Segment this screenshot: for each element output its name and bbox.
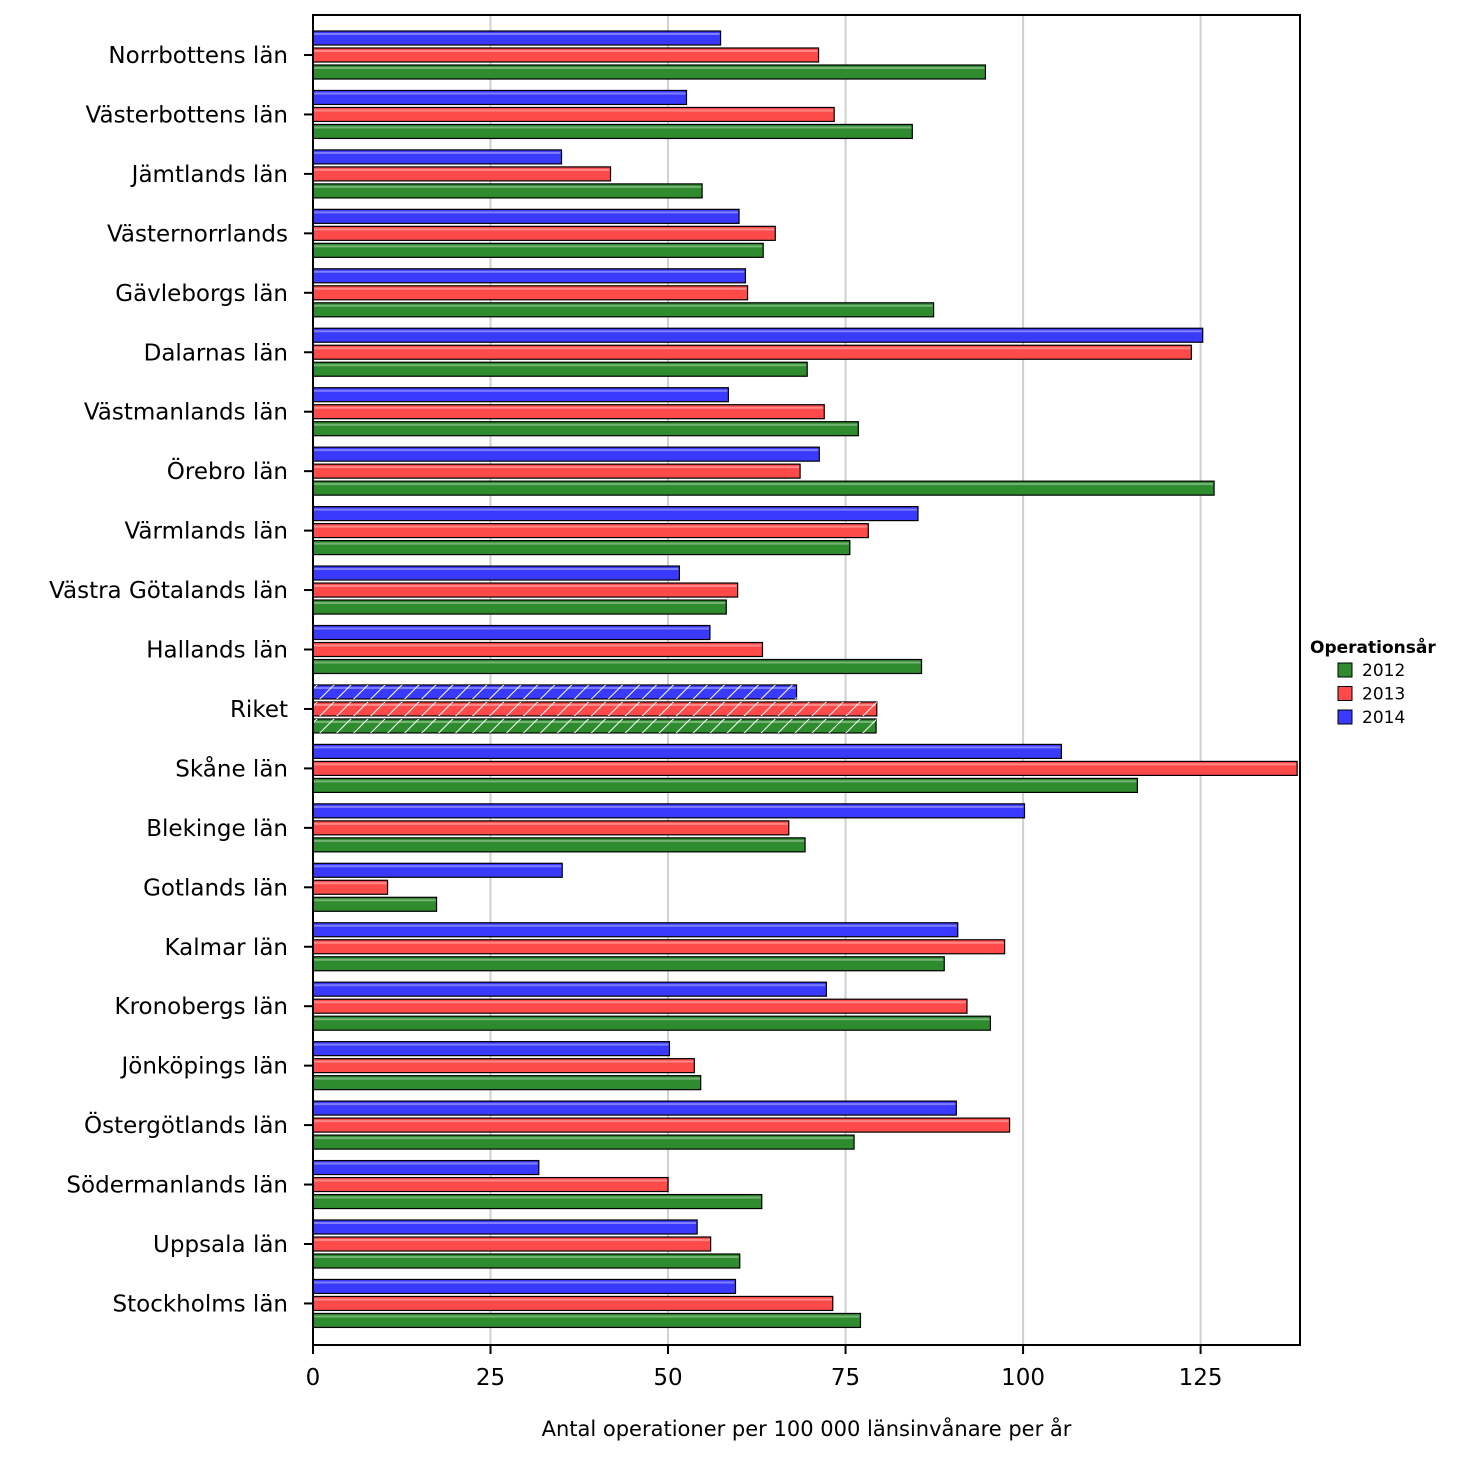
legend-label-2013: 2013 <box>1362 685 1405 705</box>
legend-swatch-2013 <box>1337 686 1353 701</box>
category-label: Kalmar län <box>165 935 289 961</box>
x-tick-label: 0 <box>306 1365 321 1391</box>
category-label: Norrbottens län <box>108 43 288 69</box>
bar-hatch <box>313 718 877 733</box>
x-tick-label: 25 <box>476 1365 505 1391</box>
category-label: Blekinge län <box>146 816 288 842</box>
category-label: Riket <box>230 697 288 723</box>
category-label: Jämtlands län <box>130 162 288 188</box>
bar-hatch <box>313 701 877 716</box>
legend: Operationsår 2012 2013 2014 <box>1310 636 1436 728</box>
plot-frame <box>312 14 1301 1346</box>
category-label: Värmlands län <box>124 519 288 545</box>
legend-label-2012: 2012 <box>1362 661 1405 681</box>
x-tick-label: 50 <box>653 1365 682 1391</box>
category-label: Gotlands län <box>143 875 288 901</box>
category-label: Dalarnas län <box>144 340 288 366</box>
x-tick-label: 75 <box>831 1365 860 1391</box>
category-label: Västernorrlands <box>107 221 288 247</box>
category-label: Gävleborgs län <box>115 281 288 307</box>
legend-swatch-2014 <box>1337 709 1353 725</box>
category-label: Uppsala län <box>153 1232 288 1258</box>
bar-hatch <box>313 684 797 699</box>
bars <box>312 30 1298 1329</box>
x-axis-title: Antal operationer per 100 000 länsinvåna… <box>542 1416 1072 1441</box>
category-label: Västmanlands län <box>84 400 288 426</box>
category-label: Örebro län <box>167 457 288 485</box>
legend-title: Operationsår <box>1310 636 1436 658</box>
x-tick-label: 125 <box>1179 1365 1223 1391</box>
category-label: Jönköpings län <box>119 1054 288 1080</box>
axes: 0 25 50 75 100 125 Norrbottens län Västerbotten… <box>49 43 1222 1391</box>
category-label: Hallands län <box>146 638 288 664</box>
legend-label-2014: 2014 <box>1362 708 1405 728</box>
category-label: Södermanlands län <box>66 1173 288 1199</box>
legend-swatch-2012 <box>1337 662 1353 678</box>
category-label: Västerbottens län <box>86 102 288 128</box>
category-label: Västra Götalands län <box>49 578 288 604</box>
x-tick-label: 100 <box>1001 1365 1045 1391</box>
category-label: Skåne län <box>175 754 288 782</box>
category-label: Kronobergs län <box>114 994 288 1020</box>
category-label: Östergötlands län <box>84 1111 288 1139</box>
category-label: Stockholms län <box>113 1291 288 1317</box>
